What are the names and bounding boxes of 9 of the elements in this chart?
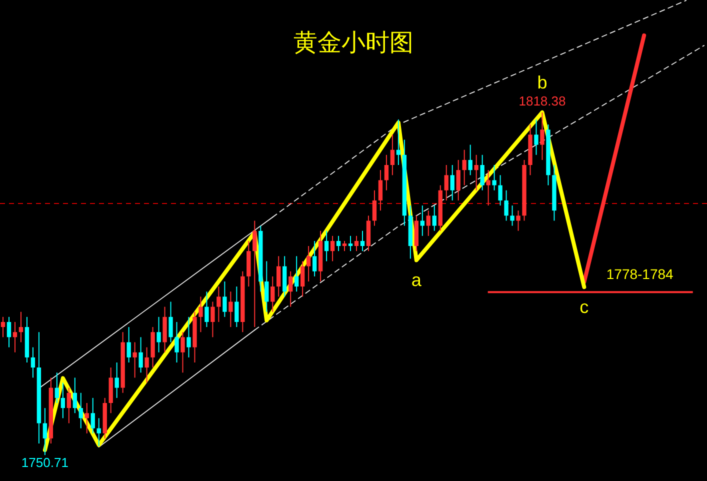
data-label: c — [580, 297, 589, 318]
candlestick — [492, 164, 496, 191]
candlestick — [486, 170, 490, 206]
annotation: 1778-1784 — [606, 266, 674, 282]
chart-title: 黄金小时图 — [294, 30, 414, 57]
data-label: a — [411, 270, 422, 290]
text: 1818.38 — [518, 94, 566, 109]
text: 1750.71 — [21, 455, 68, 470]
data-label: b — [537, 72, 548, 92]
